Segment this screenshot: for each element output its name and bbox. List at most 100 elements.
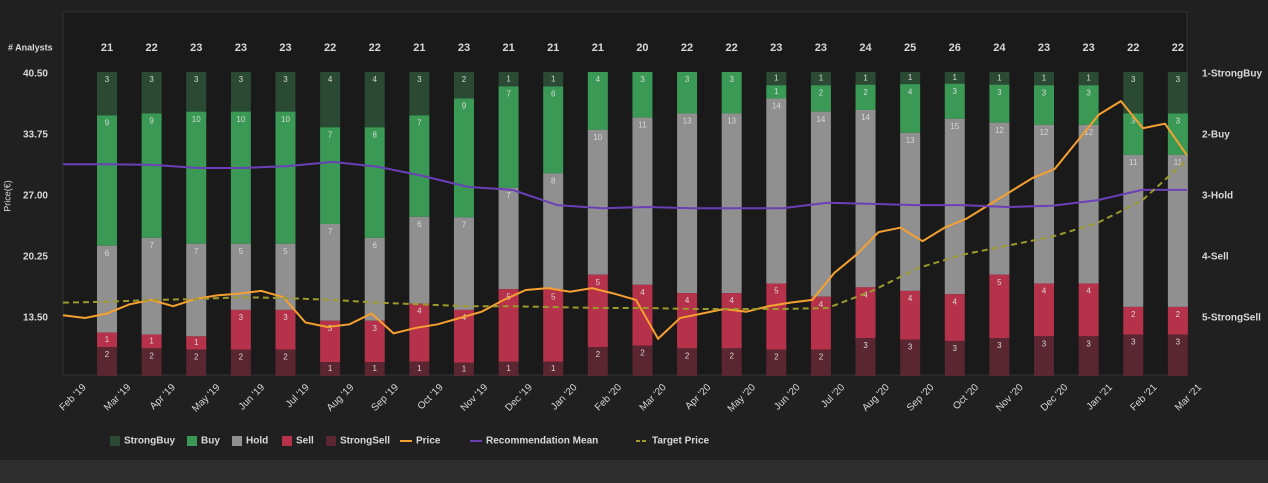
segment-label: 2 <box>774 353 779 362</box>
bar-segment <box>141 334 162 349</box>
legend-swatch <box>326 436 336 446</box>
segment-label: 7 <box>506 191 511 200</box>
bar-segment <box>543 361 564 376</box>
bar-segment <box>677 348 698 376</box>
segment-label: 5 <box>283 247 288 256</box>
segment-label: 9 <box>105 119 110 128</box>
segment-label: 12 <box>1084 128 1093 137</box>
bar-segment <box>944 294 965 341</box>
segment-label: 3 <box>953 87 958 96</box>
bar-segment <box>230 111 251 244</box>
legend-label: Recommendation Mean <box>486 436 598 447</box>
bar-segment <box>409 303 430 362</box>
analyst-count: 21 <box>101 42 113 54</box>
segment-label: 6 <box>372 241 377 250</box>
bar-segment <box>1034 85 1055 125</box>
segment-label: 15 <box>950 122 959 131</box>
bar-segment <box>721 113 742 294</box>
segment-label: 1 <box>953 73 958 82</box>
bar-segment <box>1167 72 1188 114</box>
analyst-count: 25 <box>904 42 916 54</box>
segment-label: 3 <box>239 313 244 322</box>
bar-segment <box>1034 124 1055 284</box>
legend-label: Target Price <box>652 436 709 447</box>
line-series <box>62 159 1188 310</box>
bar-segment <box>900 84 921 133</box>
bar-segment <box>1167 154 1188 307</box>
bar-segment <box>766 283 787 350</box>
analyst-count: 22 <box>369 42 381 54</box>
analyst-count: 22 <box>324 42 336 54</box>
bar-segment <box>900 339 921 376</box>
bar-segment <box>766 98 787 284</box>
segment-label: 1 <box>819 74 824 83</box>
bar-segment <box>230 72 251 112</box>
segment-label: 3 <box>1086 88 1091 97</box>
segment-label: 9 <box>462 102 467 111</box>
y2-tick-label: 3-Hold <box>1202 191 1233 202</box>
segment-label: 5 <box>239 247 244 256</box>
bar-segment <box>1078 124 1099 284</box>
legend-swatch <box>282 436 292 446</box>
segment-label: 7 <box>417 119 422 128</box>
segment-label: 12 <box>1040 128 1049 137</box>
y-tick-label: 40.50 <box>23 69 48 80</box>
analyst-count: 22 <box>145 42 157 54</box>
segment-label: 1 <box>105 335 110 344</box>
analyst-count: 23 <box>190 42 202 54</box>
segment-label: 3 <box>685 75 690 84</box>
y-tick-label: 20.25 <box>23 252 48 263</box>
segment-label: 2 <box>863 88 868 97</box>
bar-segment <box>141 348 162 376</box>
bar-segment <box>1078 85 1099 125</box>
segment-label: 3 <box>1176 75 1181 84</box>
bar-segment <box>275 309 296 350</box>
segment-label: 13 <box>727 117 736 126</box>
bar-segment <box>453 217 474 310</box>
y-tick-label: 13.50 <box>23 313 48 324</box>
segment-label: 13 <box>906 136 915 145</box>
bar-segment <box>677 293 698 349</box>
segment-label: 3 <box>1131 338 1136 347</box>
bar-segment <box>1123 306 1144 335</box>
bar-segment <box>320 72 341 128</box>
bar-segment <box>900 72 921 85</box>
segment-label: 3 <box>640 75 645 84</box>
bar-segment <box>1078 72 1099 86</box>
segment-label: 1 <box>908 73 913 82</box>
bar-segment <box>632 72 653 118</box>
segment-label: 1 <box>194 338 199 347</box>
segment-label: 9 <box>149 117 154 126</box>
segment-label: 3 <box>1176 117 1181 126</box>
bar-segment <box>453 309 474 363</box>
bar-segment <box>186 72 207 112</box>
legend-swatch <box>232 436 242 446</box>
bar-segment <box>186 336 207 350</box>
segment-label: 2 <box>1176 310 1181 319</box>
y2-tick-label: 4-Sell <box>1202 252 1229 263</box>
legend-swatch <box>110 436 120 446</box>
bar-segment <box>97 332 117 348</box>
bar-segment <box>275 111 296 244</box>
segment-label: 3 <box>1176 338 1181 347</box>
segment-label: 8 <box>372 130 377 139</box>
segment-label: 7 <box>194 247 199 256</box>
bar-segment <box>677 72 698 114</box>
bar-segment <box>1167 334 1188 376</box>
bar-segment <box>409 361 430 376</box>
segment-label: 1 <box>506 74 511 83</box>
analyst-count: 23 <box>815 42 827 54</box>
bar-segment <box>855 287 876 338</box>
bar-segment <box>1167 113 1188 155</box>
segment-label: 1 <box>863 73 868 82</box>
segment-label: 7 <box>328 227 333 236</box>
segment-label: 2 <box>149 351 154 360</box>
y2-tick-label: 5-StrongSell <box>1202 313 1261 324</box>
bar-segment <box>320 127 341 224</box>
segment-label: 3 <box>283 75 288 84</box>
segment-label: 5 <box>596 278 601 287</box>
segment-label: 7 <box>506 90 511 99</box>
analyst-count: 24 <box>859 42 872 54</box>
segment-label: 4 <box>953 297 958 306</box>
legend-label: StrongSell <box>340 436 390 447</box>
